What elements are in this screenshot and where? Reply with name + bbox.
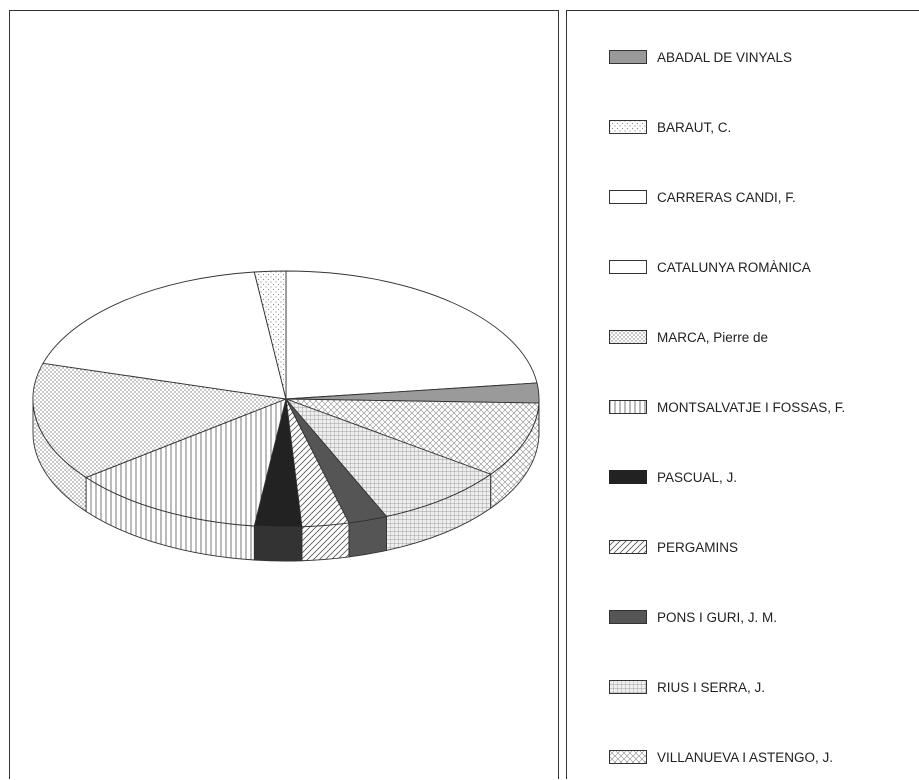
legend-item-villanueva: VILLANUEVA I ASTENGO, J. [609,747,833,767]
legend-item-carreras-candi: CARRERAS CANDI, F. [609,187,796,207]
legend-swatch-montsalvatje [609,400,647,414]
legend-item-catalunya-romanica: CATALUNYA ROMÀNICA [609,257,811,277]
pie-chart-panel [9,10,559,779]
legend-label: MARCA, Pierre de [657,330,768,345]
legend-swatch-villanueva [609,750,647,764]
legend-label: VILLANUEVA I ASTENGO, J. [657,750,833,765]
legend-swatch-catalunya [609,260,647,274]
legend-swatch-rius [609,680,647,694]
legend-swatch-baraut [609,120,647,134]
legend-item-pergamins: PERGAMINS [609,537,738,557]
legend-swatch-pons [609,610,647,624]
legend-item-marca: MARCA, Pierre de [609,327,768,347]
legend-label: CARRERAS CANDI, F. [657,190,796,205]
pie-side-pergamins [302,523,349,561]
legend-label: MONTSALVATJE I FOSSAS, F. [657,400,845,415]
legend-label: PONS I GURI, J. M. [657,610,777,625]
legend-item-baraut: BARAUT, C. [609,117,731,137]
legend-item-abadal-de-vinyals: ABADAL DE VINYALS [609,47,792,67]
legend-item-montsalvatje: MONTSALVATJE I FOSSAS, F. [609,397,845,417]
legend-label: PASCUAL, J. [657,470,737,485]
legend-item-rius-i-serra: RIUS I SERRA, J. [609,677,765,697]
legend-label: ABADAL DE VINYALS [657,50,792,65]
legend-swatch-pascual [609,470,647,484]
pie-slice-catalunya-romanica [286,271,537,399]
legend-label: RIUS I SERRA, J. [657,680,765,695]
legend-label: CATALUNYA ROMÀNICA [657,260,811,275]
legend-panel: ABADAL DE VINYALS BARAUT, C. CARRERAS CA… [566,10,919,779]
legend-label: BARAUT, C. [657,120,731,135]
pie-side-pascual-j [254,526,302,561]
legend-item-pascual: PASCUAL, J. [609,467,737,487]
legend-swatch-carreras [609,190,647,204]
legend-swatch-pergamins [609,540,647,554]
legend-label: PERGAMINS [657,540,738,555]
legend-swatch-abadal [609,50,647,64]
legend-swatch-marca [609,330,647,344]
legend-item-pons-i-guri: PONS I GURI, J. M. [609,607,777,627]
pie-chart [10,11,560,780]
